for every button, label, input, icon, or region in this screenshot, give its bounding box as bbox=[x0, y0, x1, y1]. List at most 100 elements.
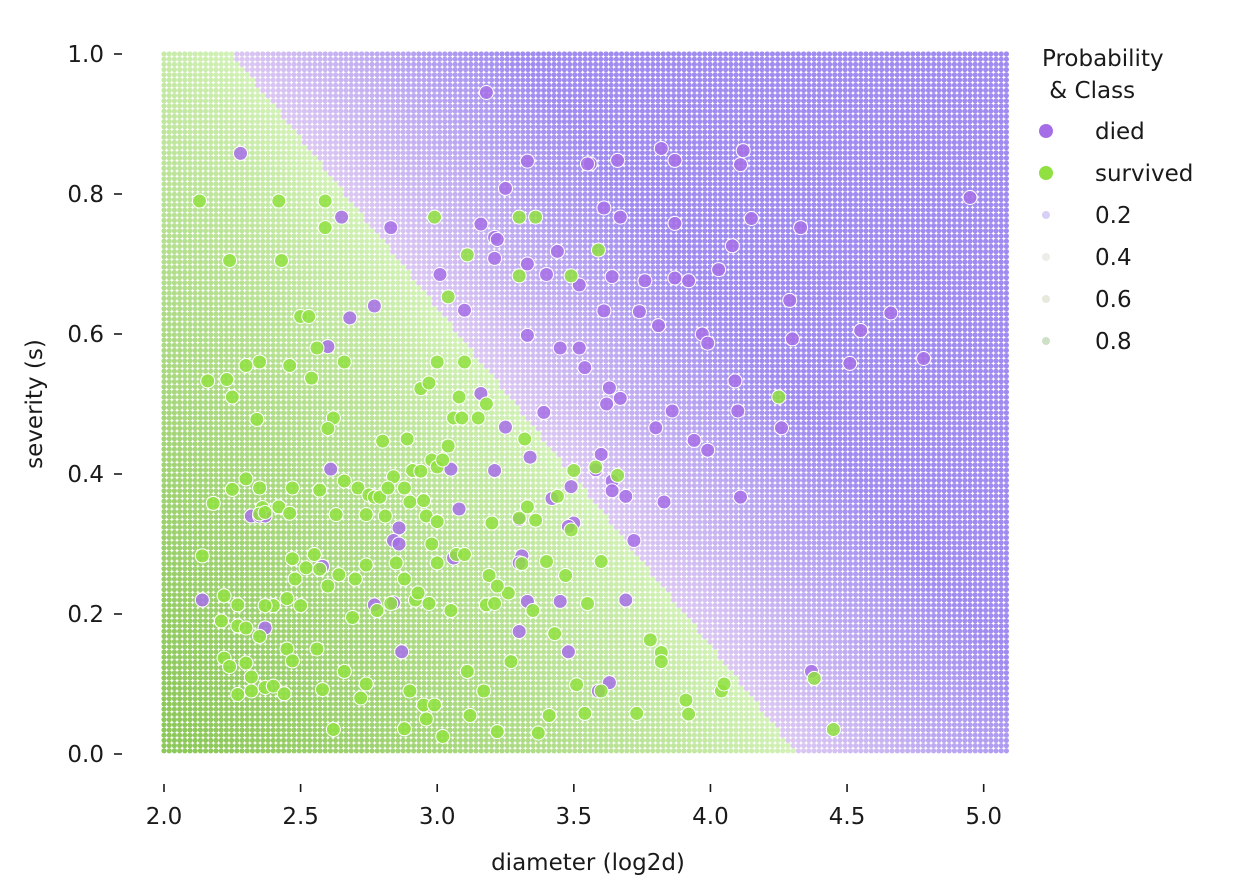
probability-grid-point bbox=[827, 72, 832, 77]
probability-grid-point bbox=[603, 155, 608, 160]
probability-grid-point bbox=[624, 62, 629, 67]
probability-grid-point bbox=[614, 145, 619, 150]
probability-grid-point bbox=[161, 197, 166, 202]
probability-grid-point bbox=[692, 51, 697, 56]
probability-grid-point bbox=[172, 124, 177, 129]
probability-grid-point bbox=[863, 124, 868, 129]
probability-grid-point bbox=[666, 119, 671, 124]
probability-grid-point bbox=[333, 77, 338, 82]
probability-grid-point bbox=[167, 57, 172, 62]
probability-grid-point bbox=[458, 187, 463, 192]
probability-grid-point bbox=[291, 98, 296, 103]
probability-grid-point bbox=[525, 88, 530, 93]
probability-grid-point bbox=[161, 140, 166, 145]
probability-grid-point bbox=[557, 67, 562, 72]
probability-grid-point bbox=[546, 109, 551, 114]
probability-grid-point bbox=[468, 98, 473, 103]
probability-grid-point bbox=[468, 62, 473, 67]
probability-grid-point bbox=[676, 176, 681, 181]
probability-grid-point bbox=[884, 72, 889, 77]
probability-grid-point bbox=[619, 57, 624, 62]
probability-grid-point bbox=[733, 171, 738, 176]
probability-grid-point bbox=[208, 161, 213, 166]
probability-grid-point bbox=[265, 202, 270, 207]
probability-grid-point bbox=[364, 145, 369, 150]
probability-grid-point bbox=[739, 119, 744, 124]
probability-grid-point bbox=[744, 51, 749, 56]
probability-grid-point bbox=[780, 129, 785, 134]
probability-grid-point bbox=[328, 119, 333, 124]
probability-grid-point bbox=[915, 72, 920, 77]
probability-grid-point bbox=[765, 57, 770, 62]
probability-grid-point bbox=[811, 202, 816, 207]
probability-grid-point bbox=[822, 119, 827, 124]
probability-grid-point bbox=[926, 140, 931, 145]
probability-grid-point bbox=[536, 103, 541, 108]
probability-grid-point bbox=[707, 57, 712, 62]
probability-grid-point bbox=[198, 140, 203, 145]
probability-grid-point bbox=[973, 140, 978, 145]
probability-grid-point bbox=[723, 197, 728, 202]
probability-grid-point bbox=[817, 129, 822, 134]
probability-grid-point bbox=[759, 197, 764, 202]
probability-grid-point bbox=[369, 181, 374, 186]
probability-grid-point bbox=[765, 197, 770, 202]
probability-grid-point bbox=[333, 93, 338, 98]
probability-grid-point bbox=[489, 155, 494, 160]
probability-grid-point bbox=[957, 176, 962, 181]
probability-grid-point bbox=[874, 145, 879, 150]
probability-grid-point bbox=[510, 171, 515, 176]
probability-grid-point bbox=[234, 140, 239, 145]
probability-grid-point bbox=[302, 67, 307, 72]
probability-grid-point bbox=[895, 62, 900, 67]
probability-grid-point bbox=[208, 103, 213, 108]
probability-grid-point bbox=[650, 103, 655, 108]
probability-grid-point bbox=[161, 114, 166, 119]
probability-grid-point bbox=[780, 145, 785, 150]
probability-grid-point bbox=[208, 155, 213, 160]
probability-grid-point bbox=[822, 140, 827, 145]
probability-grid-point bbox=[427, 93, 432, 98]
probability-grid-point bbox=[900, 93, 905, 98]
probability-grid-point bbox=[583, 51, 588, 56]
probability-grid-point bbox=[432, 88, 437, 93]
probability-grid-point bbox=[879, 67, 884, 72]
probability-grid-point bbox=[213, 207, 218, 212]
probability-grid-point bbox=[926, 197, 931, 202]
probability-grid-point bbox=[354, 57, 359, 62]
probability-grid-point bbox=[957, 181, 962, 186]
probability-grid-point bbox=[567, 109, 572, 114]
probability-grid-point bbox=[588, 202, 593, 207]
probability-grid-point bbox=[921, 129, 926, 134]
probability-grid-point bbox=[567, 192, 572, 197]
probability-grid-point bbox=[775, 171, 780, 176]
probability-grid-point bbox=[713, 57, 718, 62]
probability-grid-point bbox=[603, 77, 608, 82]
probability-grid-point bbox=[291, 77, 296, 82]
probability-grid-point bbox=[832, 77, 837, 82]
probability-grid-point bbox=[801, 83, 806, 88]
probability-grid-point bbox=[655, 135, 660, 140]
probability-grid-point bbox=[245, 57, 250, 62]
probability-grid-point bbox=[983, 57, 988, 62]
probability-grid-point bbox=[468, 77, 473, 82]
probability-grid-point bbox=[432, 124, 437, 129]
probability-grid-point bbox=[978, 103, 983, 108]
probability-grid-point bbox=[312, 135, 317, 140]
probability-grid-point bbox=[593, 88, 598, 93]
probability-grid-point bbox=[421, 93, 426, 98]
probability-grid-point bbox=[276, 135, 281, 140]
probability-grid-point bbox=[510, 176, 515, 181]
probability-grid-point bbox=[889, 88, 894, 93]
probability-grid-point bbox=[702, 83, 707, 88]
probability-grid-point bbox=[375, 72, 380, 77]
probability-grid-point bbox=[260, 119, 265, 124]
probability-grid-point bbox=[213, 187, 218, 192]
probability-grid-point bbox=[297, 129, 302, 134]
probability-grid-point bbox=[245, 192, 250, 197]
probability-grid-point bbox=[463, 88, 468, 93]
probability-grid-point bbox=[193, 57, 198, 62]
probability-grid-point bbox=[827, 93, 832, 98]
probability-grid-point bbox=[182, 202, 187, 207]
probability-grid-point bbox=[957, 192, 962, 197]
